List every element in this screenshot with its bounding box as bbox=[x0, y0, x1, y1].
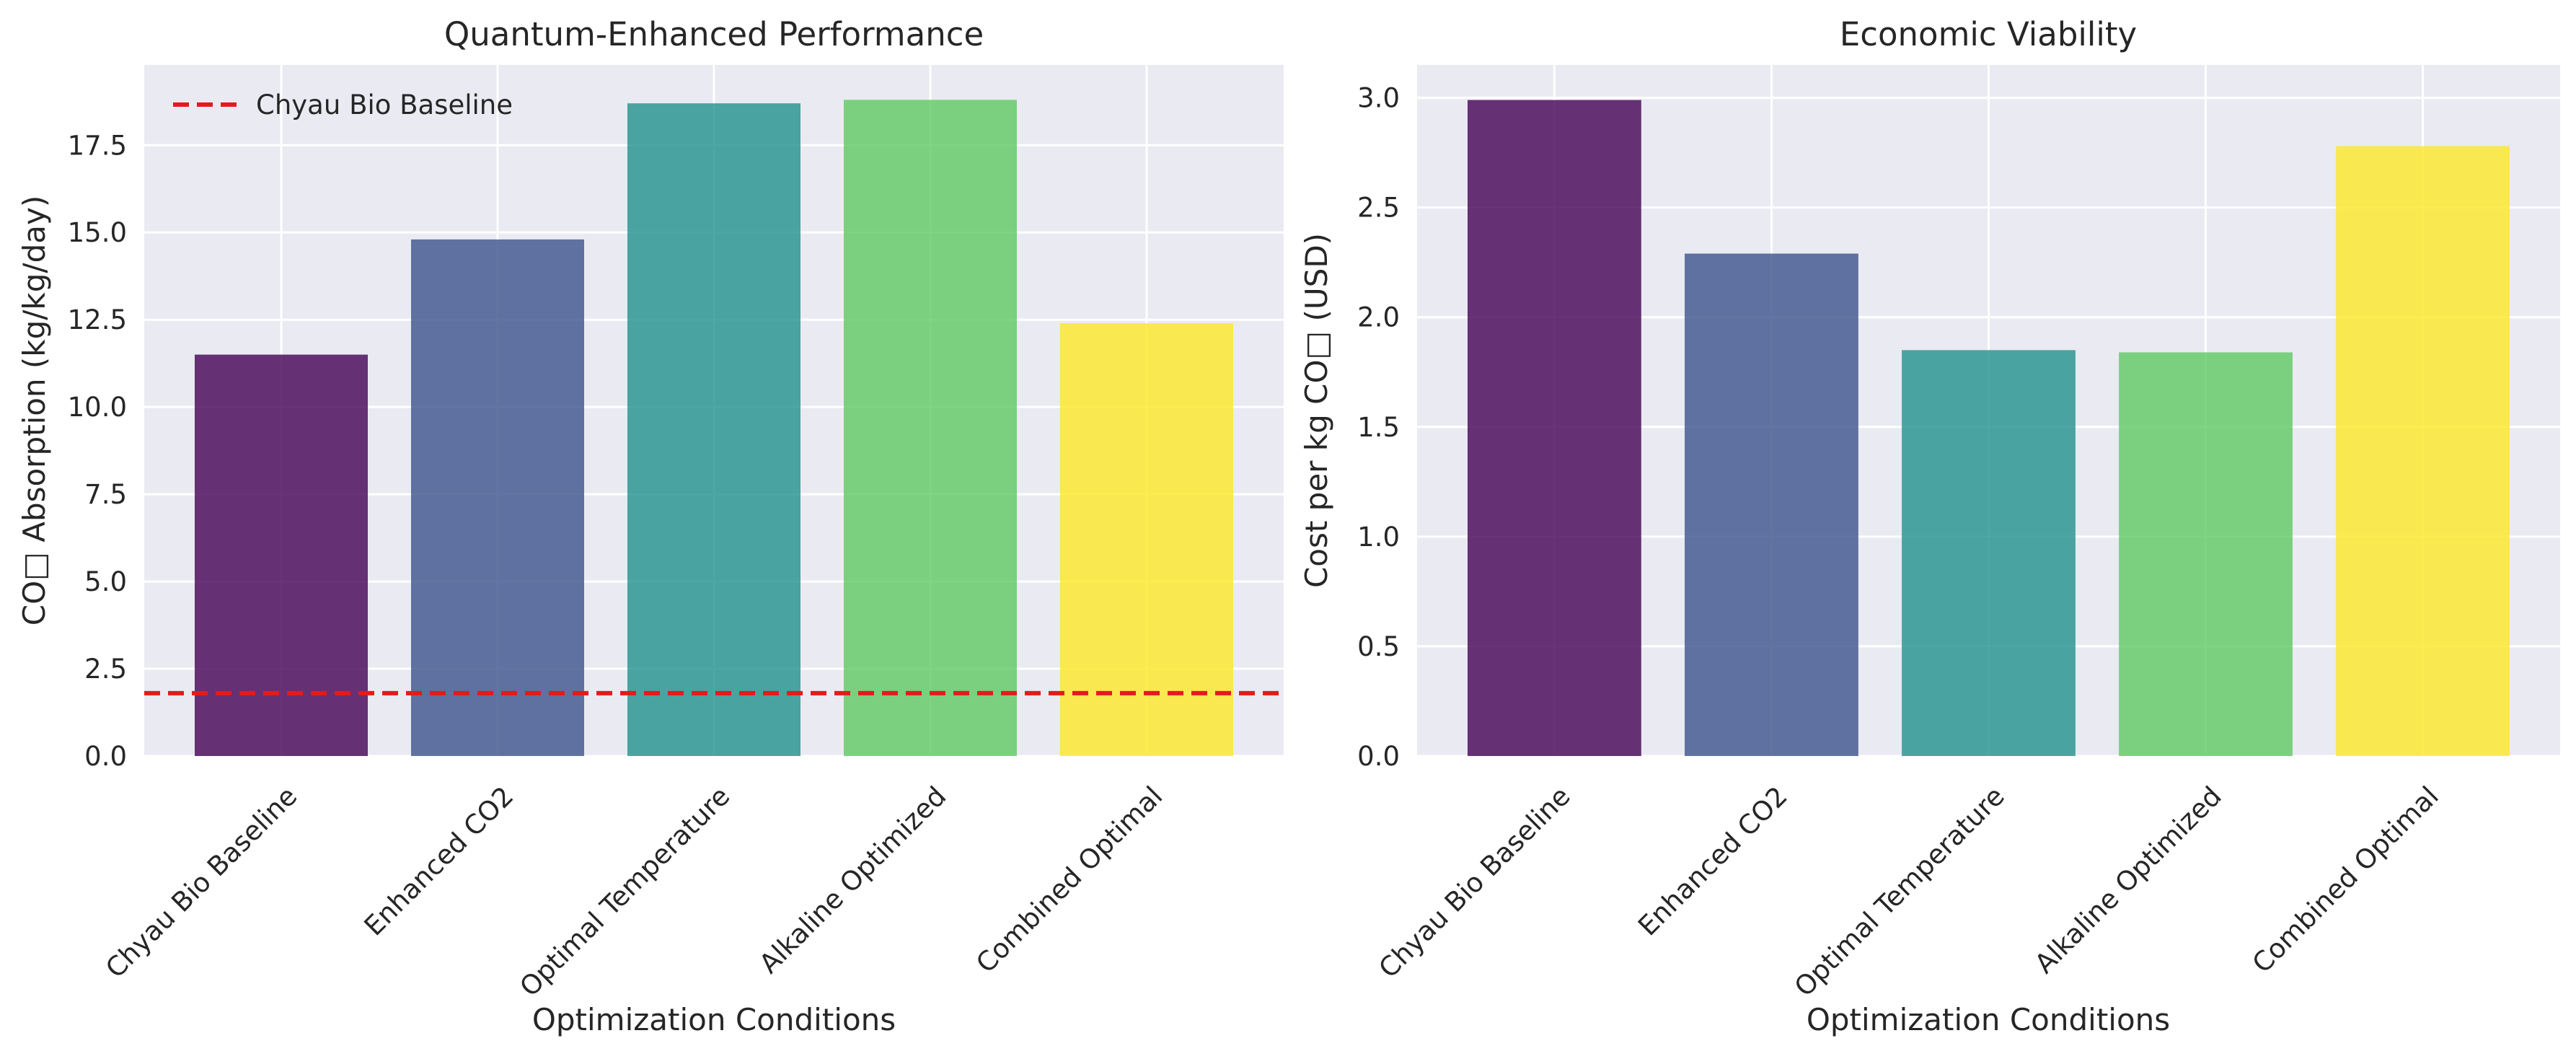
chart-title: Economic Viability bbox=[1840, 15, 2137, 53]
x-tick-label: Enhanced CO2 bbox=[1632, 781, 1794, 942]
x-tick-label: Alkaline Optimized bbox=[754, 781, 953, 980]
x-tick-label: Chyau Bio Baseline bbox=[100, 781, 303, 984]
bar-alkaline-optimized bbox=[844, 100, 1017, 756]
bar-combined-optimal bbox=[1060, 323, 1233, 756]
bar-combined-optimal bbox=[2336, 146, 2510, 756]
y-tick-label: 0.0 bbox=[84, 741, 127, 772]
x-tick-label: Optimal Temperature bbox=[1788, 781, 2011, 1003]
y-tick-label: 1.0 bbox=[1357, 522, 1400, 553]
x-tick-label: Chyau Bio Baseline bbox=[1373, 781, 1576, 984]
panel-performance: 0.0 2.5 5.0 7.5 10.0 12.5 15.0 17.5 Chyau Bio B… bbox=[17, 15, 1284, 1037]
y-tick-label: 5.0 bbox=[84, 566, 127, 597]
y-ticks: 0.0 0.5 1.0 1.5 2.0 2.5 3.0 bbox=[1357, 83, 1400, 772]
y-tick-label: 17.5 bbox=[68, 130, 127, 161]
bar-chyau-bio-baseline bbox=[195, 354, 368, 757]
x-axis-label: Optimization Conditions bbox=[1807, 1002, 2170, 1037]
y-tick-label: 1.5 bbox=[1357, 412, 1400, 443]
bar-enhanced-co2 bbox=[411, 239, 584, 756]
bars bbox=[1468, 100, 2510, 756]
x-tick-label: Combined Optimal bbox=[970, 781, 1168, 979]
legend: Chyau Bio Baseline bbox=[173, 89, 513, 120]
y-tick-label: 2.5 bbox=[84, 654, 127, 685]
x-tick-label: Enhanced CO2 bbox=[358, 781, 520, 942]
panel-economic: 0.0 0.5 1.0 1.5 2.0 2.5 3.0 Chyau Bio Baseline… bbox=[1299, 15, 2560, 1037]
y-tick-label: 15.0 bbox=[68, 217, 127, 248]
bar-optimal-temperature bbox=[1902, 350, 2076, 756]
y-tick-label: 10.0 bbox=[68, 392, 127, 423]
bar-alkaline-optimized bbox=[2119, 352, 2293, 756]
bars bbox=[195, 100, 1233, 757]
chart-title: Quantum-Enhanced Performance bbox=[444, 15, 984, 53]
x-axis-label: Optimization Conditions bbox=[532, 1002, 896, 1037]
y-tick-label: 3.0 bbox=[1357, 83, 1400, 114]
y-tick-label: 2.5 bbox=[1357, 193, 1400, 224]
legend-label: Chyau Bio Baseline bbox=[256, 89, 513, 120]
x-tick-label: Combined Optimal bbox=[2246, 781, 2445, 979]
y-tick-label: 12.5 bbox=[68, 304, 127, 335]
y-tick-label: 0.5 bbox=[1357, 631, 1400, 662]
bar-optimal-temperature bbox=[627, 103, 800, 756]
y-tick-label: 7.5 bbox=[84, 479, 127, 510]
y-axis-label: CO□ Absorption (kg/kg/day) bbox=[17, 195, 52, 625]
y-tick-label: 2.0 bbox=[1357, 302, 1400, 333]
y-axis-label: Cost per kg CO□ (USD) bbox=[1299, 233, 1334, 588]
bar-chyau-bio-baseline bbox=[1468, 100, 1641, 756]
y-ticks: 0.0 2.5 5.0 7.5 10.0 12.5 15.0 17.5 bbox=[68, 130, 127, 772]
x-tick-label: Alkaline Optimized bbox=[2029, 781, 2228, 980]
bar-enhanced-co2 bbox=[1685, 253, 1858, 756]
x-tick-label: Optimal Temperature bbox=[513, 781, 736, 1003]
y-tick-label: 0.0 bbox=[1357, 741, 1400, 772]
